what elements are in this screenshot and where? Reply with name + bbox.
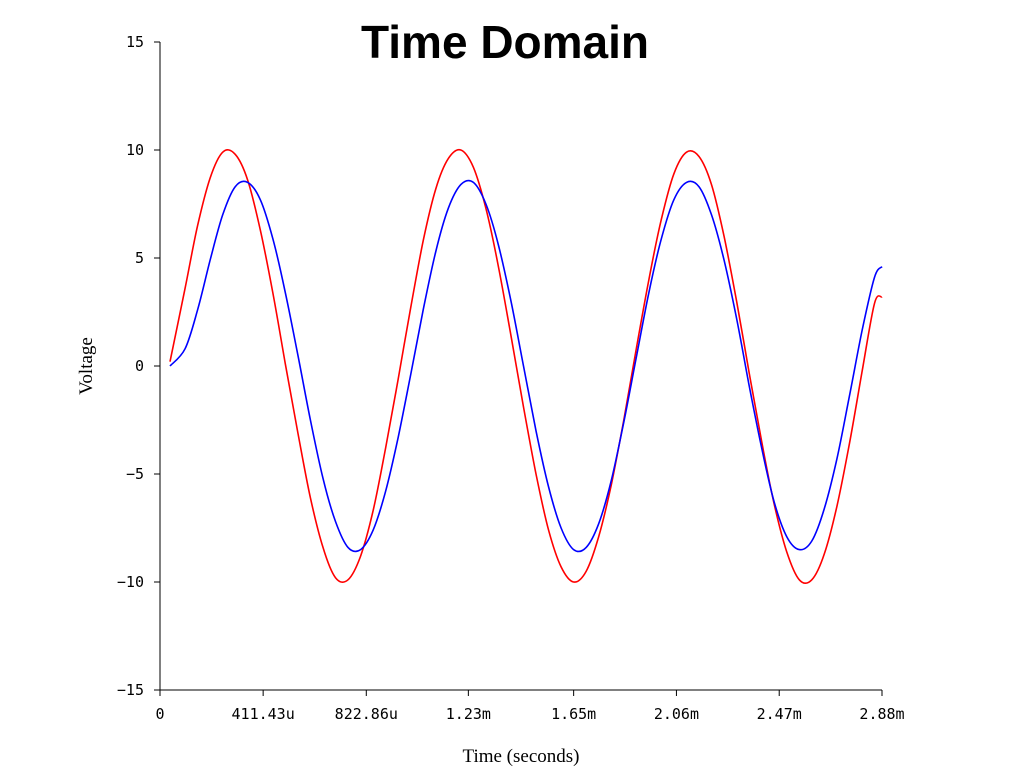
axes [159,42,882,691]
y-tick-label: −5 [126,465,144,483]
x-ticks: 0 411.43u 822.86u 1.23m 1.65m 2.06m 2.47m 2.88m [155,690,905,723]
y-tick-label: −10 [117,573,144,591]
x-tick-label: 822.86u [335,705,398,723]
x-tick-label: 2.06m [654,705,699,723]
y-tick-label: −15 [117,681,144,699]
y-ticks: 15 10 5 0 −5 −10 −15 [117,33,160,699]
chart-title: Time Domain [361,16,649,68]
y-tick-label: 5 [135,249,144,267]
series-line-red [169,148,883,585]
x-tick-label: 1.65m [551,705,596,723]
x-tick-label: 0 [155,705,164,723]
x-tick-label: 1.23m [446,705,491,723]
y-tick-label: 0 [135,357,144,375]
series-layer [169,148,883,585]
y-tick-label: 15 [126,33,144,51]
series-line-blue [169,179,883,553]
x-tick-label: 2.47m [757,705,802,723]
y-axis-title: Voltage [76,337,97,395]
x-axis-title: Time (seconds) [463,746,580,767]
x-tick-label: 2.88m [859,705,904,723]
y-tick-label: 10 [126,141,144,159]
x-tick-label: 411.43u [232,705,295,723]
